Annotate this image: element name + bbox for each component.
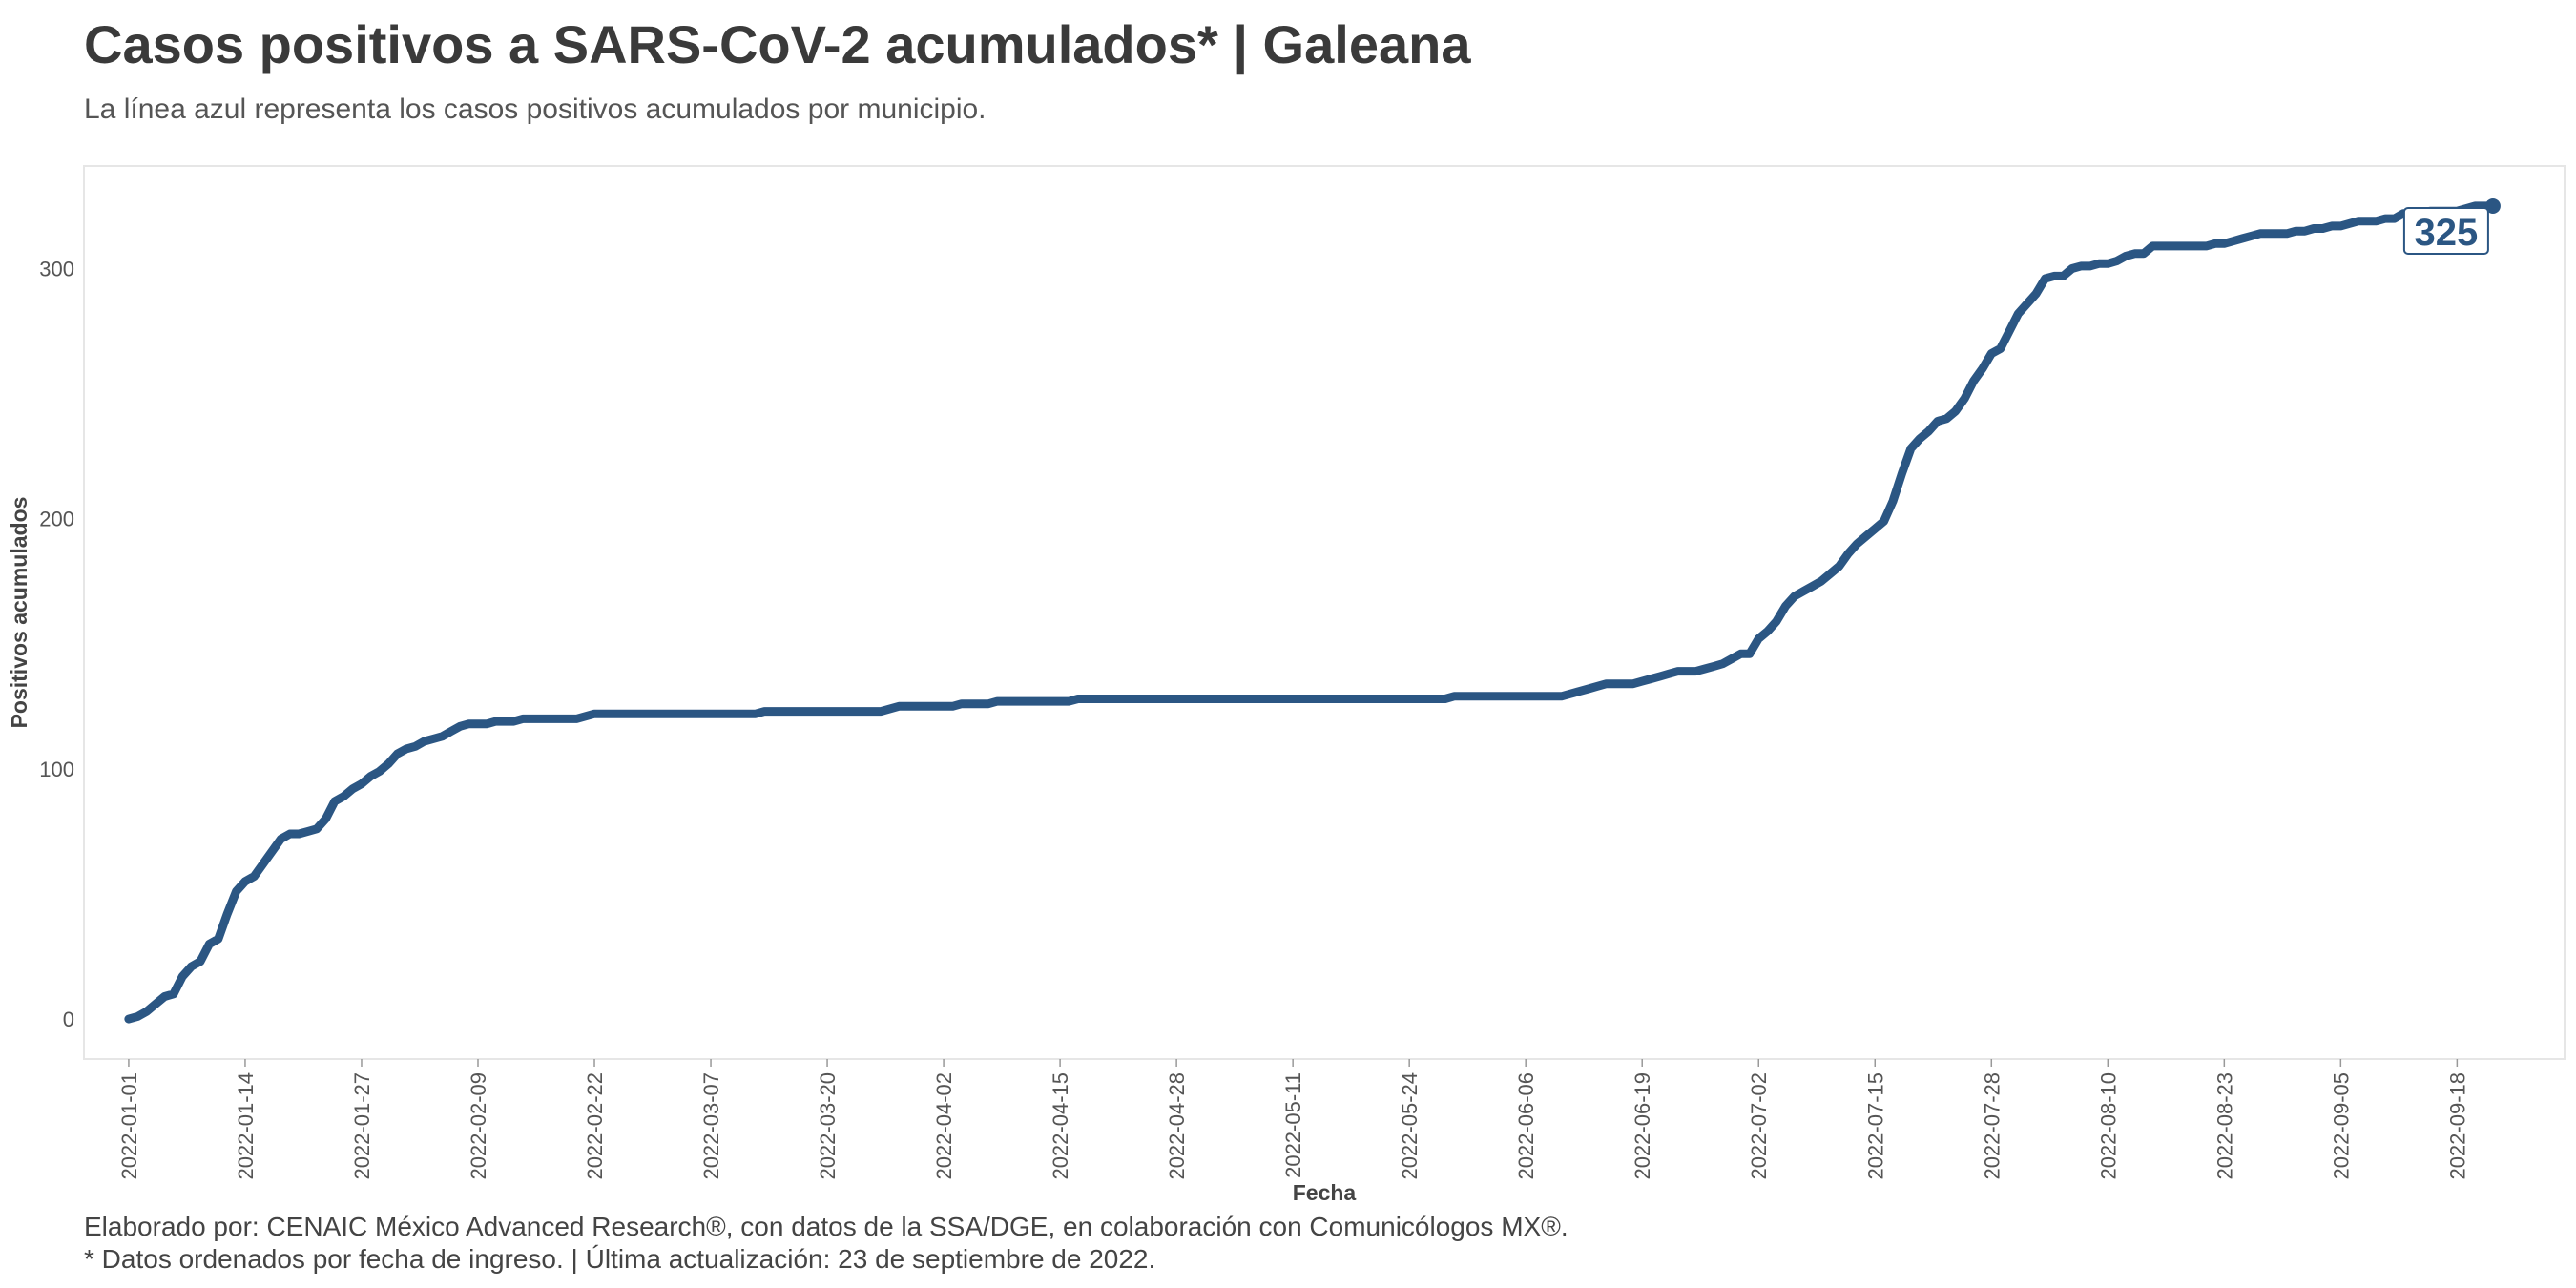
x-tick-label: 2022-01-01 bbox=[117, 1072, 141, 1180]
y-tick-label: 200 bbox=[39, 508, 74, 531]
x-tick-label: 2022-06-19 bbox=[1631, 1072, 1654, 1180]
chart-title: Casos positivos a SARS-CoV-2 acumulados*… bbox=[84, 14, 1471, 74]
x-tick-label: 2022-01-27 bbox=[350, 1072, 374, 1180]
x-tick-label: 2022-07-28 bbox=[1980, 1072, 2004, 1180]
x-tick-label: 2022-02-22 bbox=[583, 1072, 607, 1180]
x-tick-label: 2022-01-14 bbox=[234, 1072, 258, 1180]
x-tick-label: 2022-04-15 bbox=[1049, 1072, 1072, 1180]
x-tick-label: 2022-03-20 bbox=[816, 1072, 840, 1180]
end-label-box bbox=[2402, 206, 2489, 255]
x-tick-label: 2022-07-15 bbox=[1863, 1072, 1887, 1180]
end-point-marker bbox=[2484, 197, 2501, 214]
y-tick-label: 0 bbox=[63, 1008, 74, 1031]
end-label-text: 325 bbox=[2415, 212, 2479, 254]
notes-caption: * Datos ordenados por fecha de ingreso. … bbox=[84, 1244, 1156, 1274]
y-tick-label: 100 bbox=[39, 758, 74, 781]
x-tick-label: 2022-05-11 bbox=[1281, 1072, 1305, 1178]
x-tick-label: 2022-03-07 bbox=[699, 1072, 723, 1180]
x-tick-label: 2022-09-05 bbox=[2329, 1072, 2353, 1180]
y-axis-ticks: 0 100 200 300 bbox=[39, 257, 74, 1031]
x-axis-ticks: 2022-01-01 2022-01-14 2022-01-27 2022-02-09… bbox=[117, 1059, 2469, 1180]
y-tick-label: 300 bbox=[39, 257, 74, 280]
x-tick-label: 2022-08-23 bbox=[2212, 1072, 2236, 1180]
x-tick-label: 2022-09-18 bbox=[2445, 1072, 2469, 1180]
x-axis-title: Fecha bbox=[1293, 1180, 1357, 1205]
plot-panel bbox=[83, 165, 2566, 1060]
x-tick-label: 2022-07-02 bbox=[1747, 1072, 1771, 1180]
chart-subtitle: La línea azul representa los casos posit… bbox=[84, 93, 987, 125]
series-line bbox=[124, 201, 2498, 1024]
x-tick-label: 2022-05-24 bbox=[1398, 1072, 1422, 1180]
y-axis-title: Positivos acumulados bbox=[7, 497, 31, 729]
source-caption: Elaborado por: CENAIC México Advanced Re… bbox=[84, 1212, 1568, 1241]
x-tick-label: 2022-02-09 bbox=[467, 1072, 490, 1180]
x-tick-label: 2022-04-02 bbox=[932, 1072, 956, 1180]
x-tick-label: 2022-06-06 bbox=[1514, 1072, 1538, 1180]
x-tick-label: 2022-08-10 bbox=[2096, 1072, 2120, 1180]
end-label: 325 bbox=[2402, 206, 2489, 255]
x-tick-label: 2022-04-28 bbox=[1165, 1072, 1189, 1180]
